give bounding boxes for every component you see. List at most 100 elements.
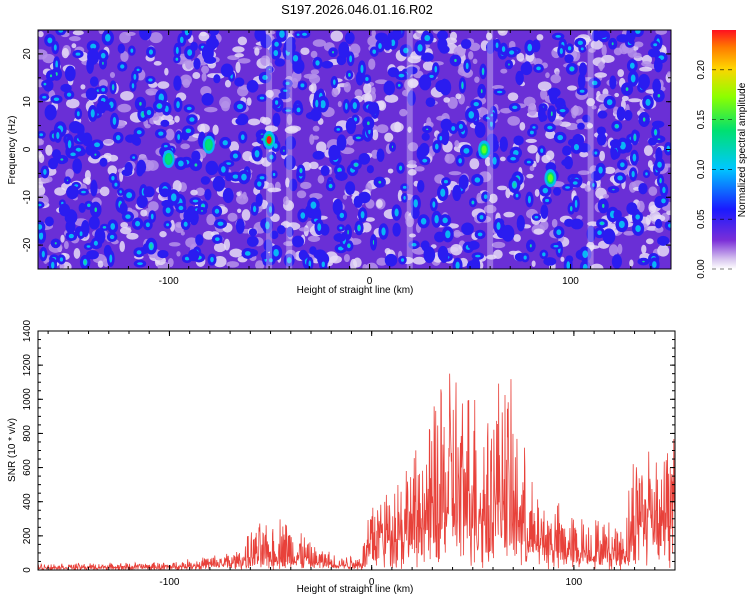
spectrogram-cell [272, 172, 276, 177]
spectrogram-cell [391, 145, 394, 149]
spectrogram-cell [329, 255, 342, 264]
spectrogram-cell [371, 86, 376, 95]
spectrogram-cell [366, 165, 374, 174]
spectrogram-cell [615, 124, 618, 128]
spectrogram-cell [512, 105, 518, 110]
spectrogram-cell [598, 166, 603, 174]
snr-x-tick-label: 0 [369, 577, 375, 588]
spectrogram-cell [336, 134, 347, 151]
spectrogram-cell [390, 39, 396, 47]
spectrogram-cell [509, 50, 515, 55]
spectrogram-cell [654, 218, 663, 229]
spectrogram-cell [526, 173, 534, 179]
spectrogram-cell [96, 100, 107, 114]
spectrogram-cell [204, 188, 212, 201]
spectrogram-cell [591, 30, 600, 42]
spectrogram-cell [149, 243, 153, 249]
spectrogram-cell [149, 32, 163, 44]
spectrogram-cell [525, 138, 537, 143]
spectrogram-cell [399, 108, 408, 117]
spectrogram-cell [579, 151, 589, 158]
spectrogram-cell [66, 185, 79, 200]
spectrogram-cell [190, 189, 198, 196]
spectrogram-cell [534, 215, 539, 219]
spectrogram-cell [360, 211, 365, 219]
spectrogram-cell [527, 144, 538, 154]
spectrogram-cell [537, 81, 552, 92]
spectrogram-cell [158, 131, 164, 136]
spectrogram-cell [114, 182, 118, 187]
spectrogram-cell [175, 46, 179, 55]
spectrogram-hotspot [206, 140, 212, 149]
spectrogram-cell [491, 241, 506, 249]
spectrogram-cell [133, 73, 137, 80]
spectrogram-cell [360, 64, 364, 74]
spectrogram-cell [284, 155, 296, 170]
spectrogram-cell [153, 61, 162, 66]
chart-title: S197.2026.046.01.16.R02 [281, 2, 433, 17]
spectrogram-cell [320, 100, 326, 109]
spectrogram-cell [655, 30, 668, 35]
spectrogram-cell [201, 204, 205, 208]
spectrogram-cell [283, 241, 295, 247]
spectrogram-cell [100, 52, 106, 59]
spectrogram-cell [268, 68, 271, 71]
spectrogram-cell [201, 65, 210, 74]
spectrogram-cell [407, 169, 417, 176]
spectrogram-cell [172, 180, 182, 193]
spectrogram-cell [38, 232, 44, 240]
spectrogram-cell [648, 186, 658, 196]
spectrogram-cell [38, 31, 44, 38]
spectrogram-cell [352, 102, 357, 110]
spectrogram-cell [344, 31, 355, 45]
spectrogram-cell [313, 249, 327, 260]
spectrogram-cell [617, 243, 623, 255]
spectrogram-cell [176, 58, 178, 61]
spectrogram-cell [383, 80, 396, 96]
spectrogram-cell [652, 261, 657, 268]
spectrogram-cell [225, 162, 232, 165]
spectrogram-cell [287, 125, 301, 132]
spectrogram-cell [434, 215, 439, 224]
spectrogram-cell [406, 66, 418, 75]
spectrogram-cell [657, 235, 670, 246]
spectrogram-cell [229, 141, 240, 153]
spectrogram-cell [540, 204, 549, 219]
spectrogram-cell [143, 186, 155, 198]
spectrogram-cell [358, 152, 371, 165]
spectrogram-cell [357, 137, 360, 139]
spectrogram-cell [635, 30, 641, 34]
snr-x-tick-label: 100 [566, 577, 583, 588]
spectrogram-cell [237, 113, 249, 125]
spectrogram-cell [217, 221, 224, 226]
spectrogram-streak [266, 30, 273, 269]
spectrogram-cell [448, 171, 462, 176]
spectrogram-cell [205, 160, 219, 176]
spectrogram-cell [535, 152, 540, 163]
spectrogram-cell [474, 177, 481, 183]
spectrogram-cell [486, 41, 495, 54]
spectrogram-cell [257, 181, 262, 187]
spectrogram-cell [232, 153, 238, 159]
spectrogram-cell [94, 153, 97, 156]
spectrogram-cell [513, 135, 524, 146]
spectrogram-cell [577, 73, 586, 90]
snr-line [38, 373, 675, 570]
spectrogram-cell [418, 74, 432, 91]
spectrogram-cell [536, 66, 541, 71]
spectrogram-cell [89, 76, 99, 87]
spectrogram-cell [458, 124, 463, 129]
spectrogram-cell [285, 81, 290, 86]
spectrogram-cell [213, 256, 227, 268]
spectrogram-cell [242, 151, 253, 162]
spectrogram-cell [310, 107, 322, 122]
snr-y-tick-label: 400 [22, 493, 33, 510]
spectrogram-cell [609, 138, 622, 149]
spectrogram-cell [178, 205, 184, 211]
spectrogram-cell [440, 188, 446, 197]
spectrogram-cell [542, 252, 546, 257]
spectrogram-cell [443, 97, 451, 103]
spectrogram-cell [165, 207, 171, 214]
spectrogram-cell [376, 124, 389, 134]
spectrogram-cell [307, 235, 321, 242]
